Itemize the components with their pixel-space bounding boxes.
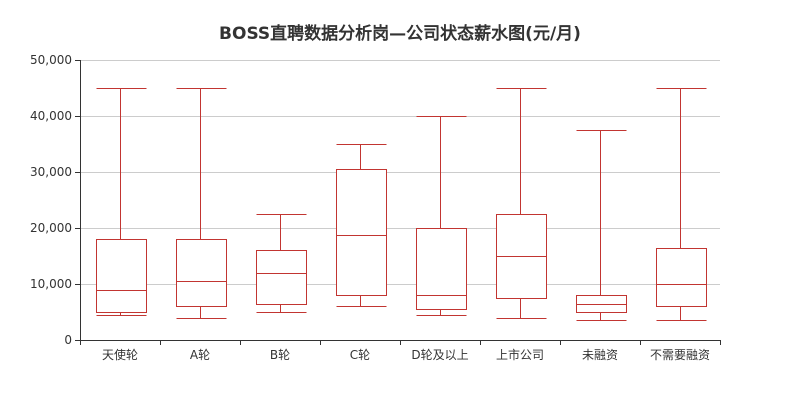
x-category-label-7: 不需要融资 bbox=[650, 348, 710, 362]
x-category-label-1: A轮 bbox=[190, 348, 210, 362]
boxes bbox=[96, 88, 707, 321]
chart-title: BOSS直聘数据分析岗—公司状态薪水图(元/月) bbox=[219, 23, 581, 44]
boxplot-item-1 bbox=[176, 88, 227, 319]
box-rect-7 bbox=[656, 248, 707, 307]
box-rect-0 bbox=[96, 239, 147, 313]
boxplot-item-3 bbox=[336, 144, 387, 307]
y-tick-label-4: 40,000 bbox=[30, 109, 72, 123]
grid-lines bbox=[80, 60, 720, 285]
boxplot-item-7 bbox=[656, 88, 707, 321]
x-category-label-4: D轮及以上 bbox=[411, 348, 468, 362]
x-category-label-0: 天使轮 bbox=[102, 347, 138, 362]
y-tick-label-5: 50,000 bbox=[30, 53, 72, 67]
boxplot-item-4 bbox=[416, 116, 467, 316]
x-category-label-3: C轮 bbox=[350, 348, 370, 362]
y-tick-label-0: 0 bbox=[64, 333, 72, 347]
box-rect-3 bbox=[336, 169, 387, 296]
tick-labels: 0 10,000 20,000 30,000 40,000 50,000 天使轮 A轮 B轮 C轮… bbox=[30, 53, 710, 362]
boxplot-item-0 bbox=[96, 88, 147, 316]
x-category-label-5: 上市公司 bbox=[496, 347, 544, 362]
y-tick-label-3: 30,000 bbox=[30, 165, 72, 179]
box-rect-1 bbox=[176, 239, 227, 307]
boxplot-item-5 bbox=[496, 88, 547, 319]
boxplot-item-6 bbox=[576, 130, 627, 321]
box-rect-4 bbox=[416, 228, 467, 310]
boxplot-item-2 bbox=[256, 214, 307, 313]
x-category-label-2: B轮 bbox=[270, 348, 290, 362]
y-tick-label-1: 10,000 bbox=[30, 277, 72, 291]
x-category-label-6: 未融资 bbox=[582, 348, 618, 362]
box-rect-2 bbox=[256, 250, 307, 305]
axes bbox=[75, 60, 721, 345]
y-tick-label-2: 20,000 bbox=[30, 221, 72, 235]
